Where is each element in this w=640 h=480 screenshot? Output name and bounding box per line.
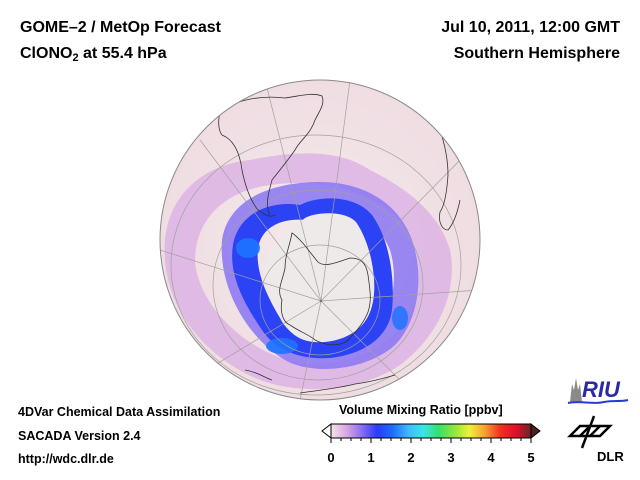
coast-south-america: [218, 93, 324, 217]
coast-australia: [244, 369, 396, 394]
dlr-logo-text: DLR: [597, 449, 624, 464]
globe-outline: [159, 79, 481, 401]
title-instrument: GOME–2 / MetOp Forecast: [20, 19, 221, 36]
coastlines: [218, 93, 461, 394]
species-subscript: 2: [72, 52, 79, 64]
colorbar-tick-label: 5: [527, 450, 535, 465]
dlr-emblem-icon: [566, 415, 614, 449]
colorbar-tick-label: 3: [447, 450, 455, 465]
vmr-band-inner: [232, 198, 393, 359]
species-name: ClONO: [20, 45, 73, 62]
footer-version: SACADA Version 2.4: [18, 429, 141, 443]
vortex-core: [265, 213, 375, 343]
colorbar-tick-label: 2: [407, 450, 415, 465]
species-level: at 55.4 hPa: [78, 45, 167, 62]
riu-logo-text: RIU: [582, 377, 621, 402]
footer-url[interactable]: http://wdc.dlr.de: [18, 452, 114, 466]
river-wave-icon: [567, 399, 629, 404]
coast-africa: [439, 129, 461, 231]
colorbar-under-arrow: [321, 422, 332, 440]
riu-logo: RIU: [567, 377, 629, 404]
vmr-patch-west: [236, 238, 260, 258]
south-pole-marker: [319, 299, 323, 303]
footer-method: 4DVar Chemical Data Assimilation: [18, 405, 221, 419]
title-species: ClONO2 at 55.4 hPa: [20, 45, 167, 64]
vmr-patch-east: [392, 306, 408, 330]
vmr-patch-south: [266, 338, 298, 354]
forecast-date: Jul 10, 2011, 12:00 GMT: [441, 19, 620, 36]
colorbar-tick-label: 1: [367, 450, 375, 465]
colorbar-gradient: [330, 423, 532, 439]
region-label: Southern Hemisphere: [453, 45, 620, 62]
colorbar-label: Volume Mixing Ratio [ppbv]: [339, 403, 503, 417]
colorbar-tick-label: 0: [327, 450, 335, 465]
cathedral-icon: [570, 378, 582, 402]
coast-antarctica: [279, 232, 371, 346]
colorbar-tick-label: 4: [487, 450, 495, 465]
colorbar-over-arrow: [530, 422, 541, 440]
